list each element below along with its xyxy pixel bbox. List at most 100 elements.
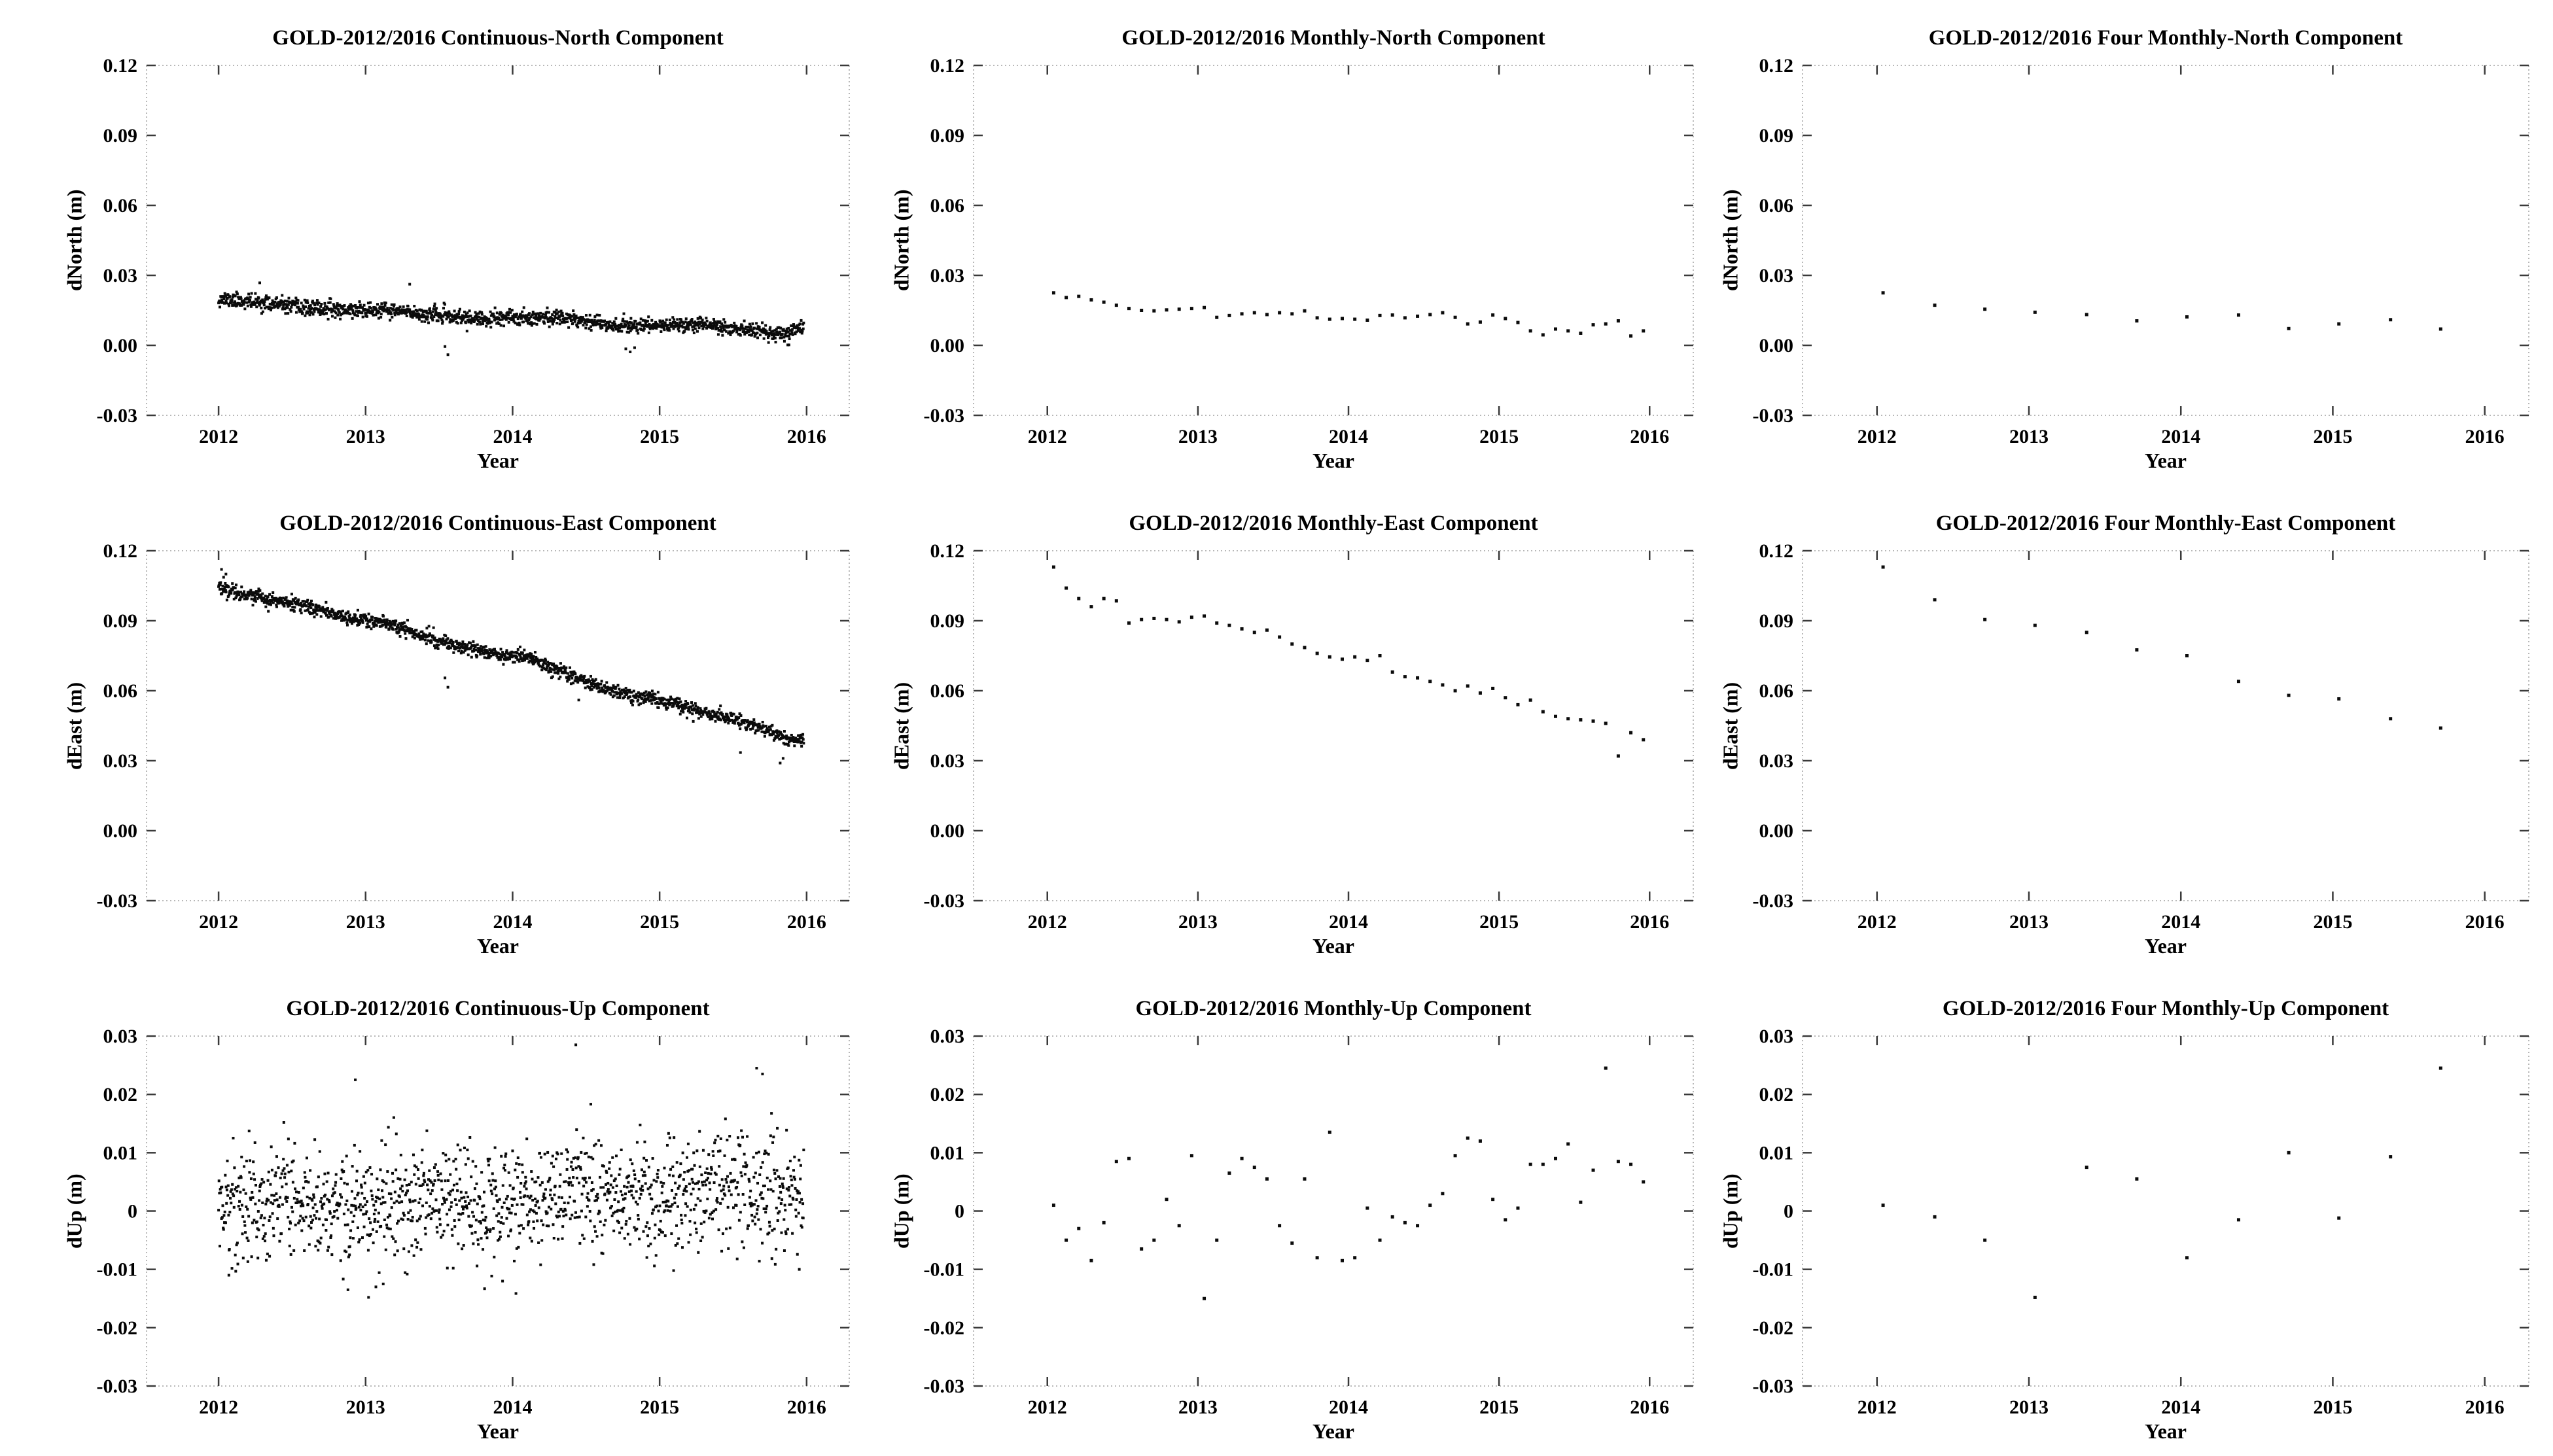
svg-text:0.12: 0.12 [103,540,138,562]
svg-text:0.00: 0.00 [930,820,965,842]
svg-text:2016: 2016 [1630,911,1669,933]
svg-text:2013: 2013 [346,1396,385,1418]
svg-text:2014: 2014 [1329,1396,1368,1418]
svg-text:2014: 2014 [2161,911,2200,933]
y-axis-label: dUp (m) [1718,1173,1742,1249]
svg-text:0.01: 0.01 [103,1142,138,1164]
svg-text:2014: 2014 [2161,426,2200,447]
svg-text:0.09: 0.09 [103,125,138,147]
svg-text:-0.03: -0.03 [924,405,965,426]
svg-text:2013: 2013 [2009,426,2049,447]
svg-text:0.01: 0.01 [1759,1142,1794,1164]
svg-text:0.12: 0.12 [1759,540,1794,562]
svg-text:2015: 2015 [2313,911,2352,933]
x-axis-label: Year [2145,449,2187,472]
svg-text:0.03: 0.03 [1759,265,1794,286]
svg-text:0.09: 0.09 [930,610,965,632]
plot-area-monthly-up: 2012 2013 2014 2015 2016 -0.03 -0.02 -0.01 0 0.01… [924,1026,1694,1418]
svg-text:-0.01: -0.01 [1753,1259,1794,1281]
plot-area-monthly-east: 2012 2013 2014 2015 2016 -0.03 0.00 0.03 0.06 0.0… [924,540,1694,933]
svg-text:0.02: 0.02 [103,1084,138,1105]
chart-title: GOLD-2012/2016 Monthly-North Component [1121,26,1545,50]
svg-text:0.09: 0.09 [103,610,138,632]
svg-text:2014: 2014 [2161,1396,2200,1418]
svg-text:-0.03: -0.03 [924,1376,965,1397]
svg-text:2015: 2015 [640,911,679,933]
plot-area-continuous-up: 2012 2013 2014 2015 2016 -0.03 -0.02 -0.01 0 0.01… [97,1026,850,1418]
svg-text:-0.03: -0.03 [97,1376,138,1397]
svg-text:2016: 2016 [1630,1396,1669,1418]
svg-text:2015: 2015 [2313,426,2352,447]
svg-text:2013: 2013 [1178,1396,1218,1418]
svg-text:0.03: 0.03 [103,750,138,772]
chart-title: GOLD-2012/2016 Four Monthly-North Compon… [1928,26,2403,50]
svg-text:2015: 2015 [640,1396,679,1418]
panel-continuous-east: 2012 2013 2014 2015 2016 -0.03 0.00 0.03 0.06 0.0… [0,485,851,971]
plot-area-continuous-east: 2012 2013 2014 2015 2016 -0.03 0.00 0.03 0.06 0.0… [97,540,850,933]
svg-text:0: 0 [955,1201,964,1222]
x-axis-label: Year [477,934,519,958]
y-axis-label: dNorth (m) [1718,189,1742,292]
svg-text:0.03: 0.03 [930,1026,965,1047]
panel-four-monthly-east: 2012 2013 2014 2015 2016 -0.03 0.00 0.03 0.06 0.0… [1701,485,2553,971]
chart-title: GOLD-2012/2016 Continuous-Up Component [286,997,710,1020]
svg-text:-0.03: -0.03 [97,890,138,912]
panel-continuous-up: 2012 2013 2014 2015 2016 -0.03 -0.02 -0.01 0 0.01… [0,971,851,1456]
svg-text:0.00: 0.00 [103,335,138,356]
y-axis-label: dEast (m) [889,682,913,770]
chart-title: GOLD-2012/2016 Monthly-East Component [1129,511,1538,535]
panel-monthly-north: 2012 2013 2014 2015 2016 -0.03 0.00 0.03 0.06 0.0… [851,0,1701,485]
svg-text:2012: 2012 [1028,911,1067,933]
svg-text:2012: 2012 [199,426,238,447]
panel-four-monthly-north: 2012 2013 2014 2015 2016 -0.03 0.00 0.03 0.06 0.0… [1701,0,2553,485]
plot-area-four-monthly-up: 2012 2013 2014 2015 2016 -0.03 -0.02 -0.01 0 0.01… [1753,1026,2529,1418]
svg-text:2016: 2016 [1630,426,1669,447]
panel-four-monthly-up: 2012 2013 2014 2015 2016 -0.03 -0.02 -0.01 0 0.01… [1701,971,2553,1456]
svg-text:0.00: 0.00 [103,820,138,842]
svg-text:0.12: 0.12 [930,540,965,562]
svg-text:0.01: 0.01 [930,1142,965,1164]
svg-text:-0.01: -0.01 [924,1259,965,1281]
svg-text:-0.03: -0.03 [1753,1376,1794,1397]
svg-text:-0.03: -0.03 [924,890,965,912]
svg-text:2015: 2015 [1479,1396,1519,1418]
svg-text:0.06: 0.06 [103,195,138,217]
plot-area-continuous-north: 2012 2013 2014 2015 2016 -0.03 0.00 0.03 0.06 0.0… [97,55,850,447]
x-axis-label: Year [477,1419,519,1443]
plot-area-monthly-north: 2012 2013 2014 2015 2016 -0.03 0.00 0.03 0.06 0.0… [924,55,1694,447]
svg-text:-0.02: -0.02 [97,1317,138,1339]
x-axis-label: Year [1312,449,1354,472]
svg-text:2012: 2012 [1858,426,1897,447]
svg-text:0.02: 0.02 [930,1084,965,1105]
svg-text:2015: 2015 [1479,911,1519,933]
svg-text:2016: 2016 [2465,426,2505,447]
plot-area-four-monthly-north: 2012 2013 2014 2015 2016 -0.03 0.00 0.03 0.06 0.0… [1753,55,2529,447]
svg-text:0.09: 0.09 [1759,610,1794,632]
svg-text:2014: 2014 [1329,911,1368,933]
y-axis-label: dEast (m) [1718,682,1742,770]
chart-title: GOLD-2012/2016 Four Monthly-East Compone… [1935,511,2396,535]
svg-text:0.06: 0.06 [103,680,138,702]
svg-text:-0.02: -0.02 [1753,1317,1794,1339]
svg-text:0.12: 0.12 [103,55,138,77]
svg-text:2014: 2014 [1329,426,1368,447]
svg-text:2016: 2016 [787,426,826,447]
svg-text:2012: 2012 [1028,1396,1067,1418]
svg-text:2016: 2016 [2465,911,2505,933]
chart-title: GOLD-2012/2016 Continuous-North Componen… [272,26,724,50]
svg-text:2014: 2014 [493,1396,532,1418]
svg-text:2015: 2015 [2313,1396,2352,1418]
svg-text:0.03: 0.03 [1759,1026,1794,1047]
svg-text:2015: 2015 [1479,426,1519,447]
svg-text:2013: 2013 [2009,911,2049,933]
svg-text:0: 0 [128,1201,137,1222]
svg-text:2014: 2014 [493,426,532,447]
svg-text:2012: 2012 [1858,1396,1897,1418]
y-axis-label: dUp (m) [62,1173,86,1249]
svg-text:0.06: 0.06 [1759,195,1794,217]
svg-text:2014: 2014 [493,911,532,933]
svg-text:2013: 2013 [1178,911,1218,933]
svg-text:0.06: 0.06 [930,195,965,217]
svg-text:-0.01: -0.01 [97,1259,138,1281]
